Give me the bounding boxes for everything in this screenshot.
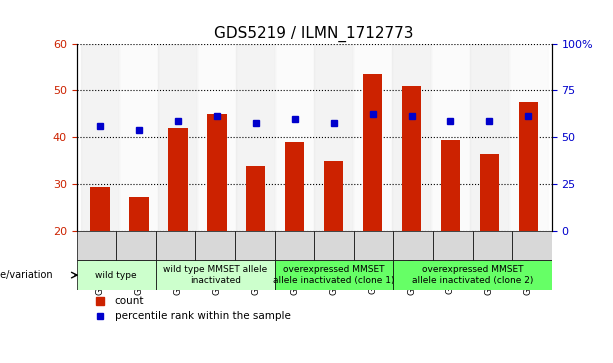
FancyBboxPatch shape — [156, 231, 196, 261]
FancyBboxPatch shape — [156, 261, 275, 290]
Text: genotype/variation: genotype/variation — [0, 270, 53, 280]
Text: wild type: wild type — [96, 270, 137, 280]
Text: overexpressed MMSET
allele inactivated (clone 2): overexpressed MMSET allele inactivated (… — [412, 265, 533, 285]
Bar — [285, 142, 305, 231]
Title: GDS5219 / ILMN_1712773: GDS5219 / ILMN_1712773 — [215, 26, 414, 42]
FancyBboxPatch shape — [512, 231, 552, 261]
Text: count: count — [115, 296, 144, 306]
FancyBboxPatch shape — [275, 231, 314, 261]
FancyBboxPatch shape — [473, 231, 512, 261]
Bar — [353, 44, 392, 231]
Bar — [392, 44, 431, 231]
Bar — [441, 140, 460, 231]
Bar — [519, 102, 538, 231]
Bar — [324, 161, 343, 231]
Bar — [197, 44, 236, 231]
Bar — [158, 44, 197, 231]
Bar — [479, 154, 499, 231]
Text: overexpressed MMSET
allele inactivated (clone 1): overexpressed MMSET allele inactivated (… — [273, 265, 395, 285]
Bar — [402, 86, 421, 231]
Bar — [470, 44, 509, 231]
Text: percentile rank within the sample: percentile rank within the sample — [115, 311, 291, 321]
Bar — [168, 128, 188, 231]
FancyBboxPatch shape — [235, 231, 275, 261]
Bar — [80, 44, 120, 231]
Bar — [363, 74, 383, 231]
Bar — [236, 44, 275, 231]
FancyBboxPatch shape — [77, 261, 156, 290]
FancyBboxPatch shape — [394, 231, 433, 261]
FancyBboxPatch shape — [433, 231, 473, 261]
FancyBboxPatch shape — [196, 231, 235, 261]
Bar — [431, 44, 470, 231]
Bar — [129, 197, 149, 231]
Bar — [275, 44, 314, 231]
Bar — [207, 114, 227, 231]
Bar — [120, 44, 158, 231]
Bar — [90, 187, 110, 231]
Bar — [246, 166, 265, 231]
Bar — [509, 44, 548, 231]
Bar — [314, 44, 353, 231]
FancyBboxPatch shape — [314, 231, 354, 261]
Text: wild type MMSET allele
inactivated: wild type MMSET allele inactivated — [163, 265, 267, 285]
FancyBboxPatch shape — [275, 261, 394, 290]
FancyBboxPatch shape — [77, 231, 116, 261]
FancyBboxPatch shape — [116, 231, 156, 261]
FancyBboxPatch shape — [394, 261, 552, 290]
FancyBboxPatch shape — [354, 231, 394, 261]
